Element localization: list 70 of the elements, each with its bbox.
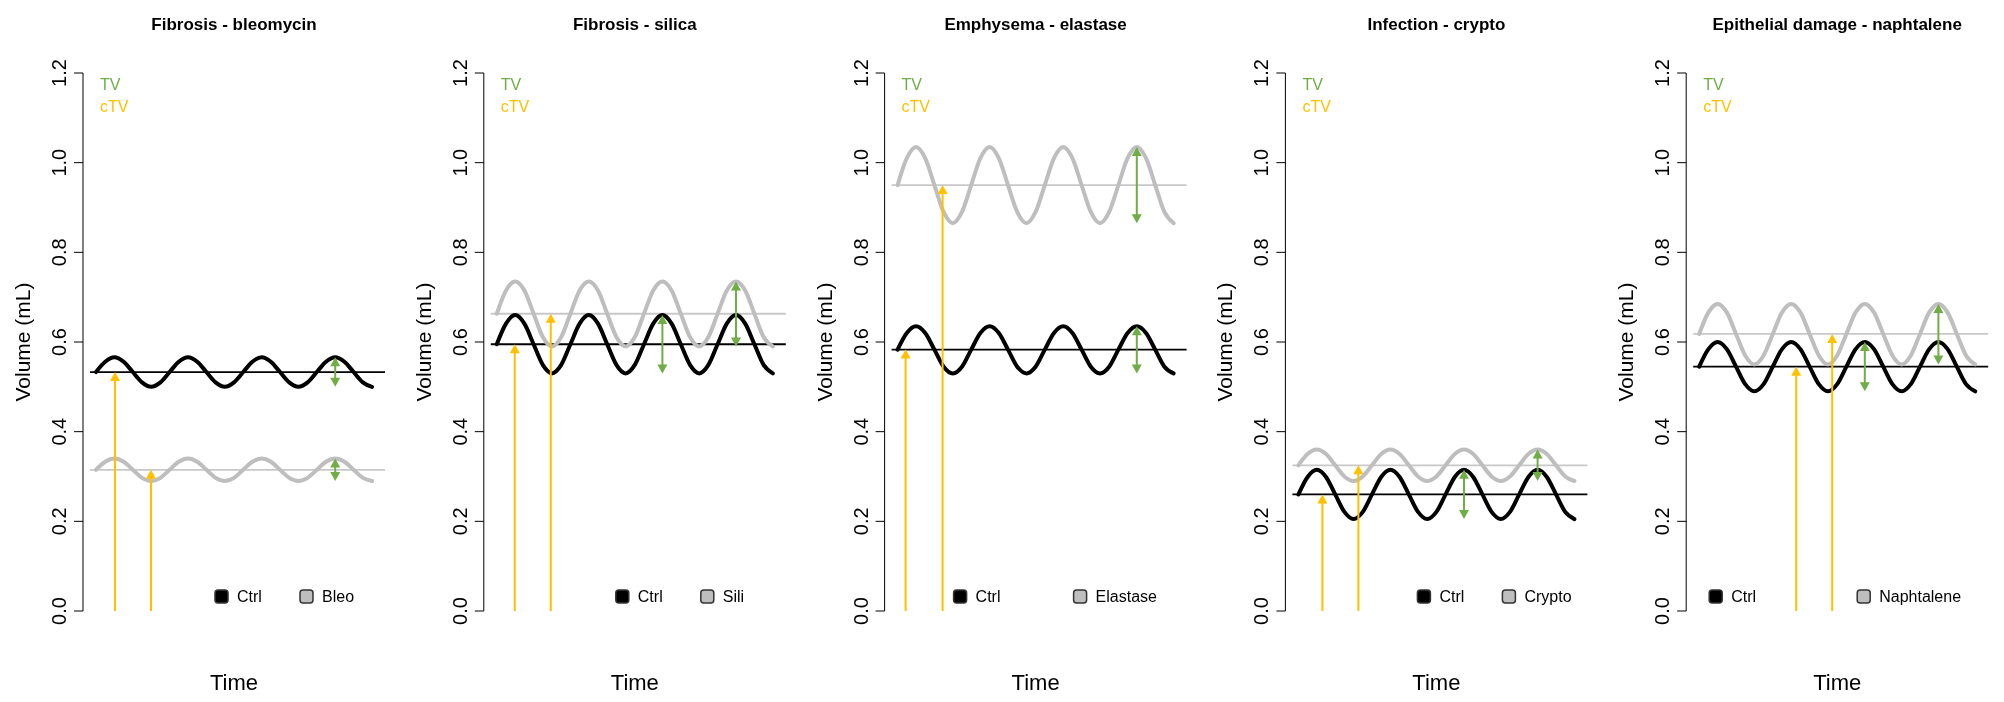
y-tick-label: 0.0	[48, 597, 70, 625]
legend-label: Crypto	[1524, 588, 1572, 605]
x-axis-title: Time	[1412, 670, 1461, 695]
y-tick-label: 0.0	[1250, 597, 1273, 625]
legend-label: Sili	[722, 588, 745, 605]
x-axis-title: Time	[1813, 670, 1862, 695]
legend-label: Ctrl	[237, 588, 262, 605]
y-tick-label: 0.4	[849, 417, 872, 446]
y-tick-label: 0.8	[849, 238, 872, 267]
annotation: TV	[500, 76, 522, 93]
y-tick-label: 0.8	[1250, 238, 1273, 267]
annotation: TV	[1703, 76, 1724, 93]
y-tick-label: 0.6	[48, 328, 70, 356]
y-tick-label: 1.2	[48, 59, 70, 87]
annotation: cTV	[901, 98, 931, 115]
y-tick-label: 1.0	[448, 148, 471, 177]
legend-label: Ctrl	[1439, 588, 1465, 605]
y-axis-title: Volume (mL)	[1614, 282, 1638, 402]
y-tick-label: 1.2	[1250, 59, 1273, 87]
y-tick-label: 0.8	[448, 238, 471, 267]
annotation: cTV	[1703, 98, 1732, 115]
y-axis-title: Volume (mL)	[812, 282, 836, 402]
y-tick-label: 1.0	[48, 148, 70, 177]
annotation: cTV	[1302, 98, 1332, 115]
x-axis-title: Time	[1011, 670, 1060, 695]
y-tick-label: 0.8	[48, 238, 70, 267]
y-tick-label: 1.0	[1651, 148, 1674, 177]
legend-label: Elastase	[1095, 588, 1158, 605]
y-tick-label: 0.6	[448, 328, 471, 356]
y-tick-label: 0.4	[448, 417, 471, 446]
y-axis-title: Volume (mL)	[11, 282, 34, 402]
y-tick-label: 0.2	[1250, 507, 1273, 536]
y-tick-label: 0.2	[48, 507, 70, 536]
y-axis-title: Volume (mL)	[1213, 282, 1237, 402]
y-tick-label: 0.4	[1250, 417, 1273, 446]
x-axis-title: Time	[209, 670, 259, 695]
y-tick-label: 0.6	[849, 328, 872, 356]
legend-label: Ctrl	[1731, 588, 1757, 605]
y-tick-label: 0.0	[1651, 597, 1674, 625]
chart-title: Fibrosis - bleomycin	[151, 15, 317, 34]
chart-title: Epithelial damage - naphtalene	[1712, 15, 1962, 34]
legend-label: Bleo	[322, 588, 355, 605]
chart-title: Fibrosis - silica	[572, 15, 698, 34]
y-tick-label: 1.2	[1651, 59, 1674, 87]
y-tick-label: 0.2	[1651, 507, 1674, 536]
annotation: TV	[100, 76, 121, 93]
legend-label: Ctrl	[637, 588, 663, 605]
y-tick-label: 0.2	[849, 507, 872, 536]
chart-title: Infection - crypto	[1367, 15, 1506, 34]
y-tick-label: 0.4	[48, 417, 70, 446]
y-tick-label: 1.2	[448, 59, 471, 87]
annotation: TV	[1302, 76, 1324, 93]
chart-title: Emphysema - elastase	[944, 15, 1127, 34]
y-tick-label: 1.0	[849, 148, 872, 177]
annotation: cTV	[500, 98, 530, 115]
y-axis-title: Volume (mL)	[411, 282, 435, 402]
legend-label: Ctrl	[975, 588, 1001, 605]
y-tick-label: 1.2	[849, 59, 872, 87]
y-tick-label: 1.0	[1250, 148, 1273, 177]
y-tick-label: 0.0	[448, 597, 471, 625]
x-axis-title: Time	[610, 670, 659, 695]
y-tick-label: 0.6	[1250, 328, 1273, 356]
y-tick-label: 0.8	[1651, 238, 1674, 267]
y-tick-label: 0.2	[448, 507, 471, 536]
y-tick-label: 0.6	[1651, 328, 1674, 356]
annotation: cTV	[100, 98, 129, 115]
y-tick-label: 0.4	[1651, 417, 1674, 446]
legend-label: Naphtalene	[1879, 588, 1962, 605]
y-tick-label: 0.0	[849, 597, 872, 625]
annotation: TV	[901, 76, 923, 93]
